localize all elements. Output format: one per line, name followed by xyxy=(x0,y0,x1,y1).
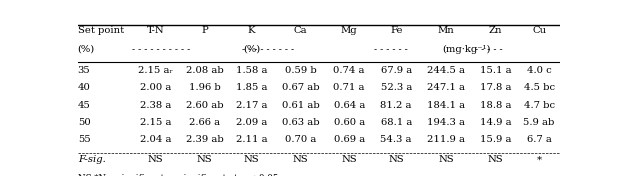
Text: 2.15 aᵣ: 2.15 aᵣ xyxy=(138,66,174,75)
Text: 0.71 a: 0.71 a xyxy=(333,83,365,92)
Text: 2.38 a: 2.38 a xyxy=(140,100,172,109)
Text: 2.08 ab: 2.08 ab xyxy=(186,66,223,75)
Text: 68.1 a: 68.1 a xyxy=(381,118,412,127)
Text: 35: 35 xyxy=(78,66,90,75)
Text: 0.74 a: 0.74 a xyxy=(333,66,365,75)
Text: 0.64 a: 0.64 a xyxy=(333,100,365,109)
Text: 0.67 ab: 0.67 ab xyxy=(282,83,319,92)
Text: 4.0 c: 4.0 c xyxy=(527,66,552,75)
Text: 67.9 a: 67.9 a xyxy=(381,66,412,75)
Text: 184.1 a: 184.1 a xyxy=(427,100,465,109)
Text: NS: NS xyxy=(439,155,454,164)
Text: 1.96 b: 1.96 b xyxy=(188,83,220,92)
Text: 1.58 a: 1.58 a xyxy=(236,66,267,75)
Text: 0.70 a: 0.70 a xyxy=(285,135,316,144)
Text: 2.17 a: 2.17 a xyxy=(236,100,267,109)
Text: K: K xyxy=(248,26,256,35)
Text: - - - - - - - - - -: - - - - - - - - - - xyxy=(131,45,190,54)
Text: 1.85 a: 1.85 a xyxy=(236,83,267,92)
Text: NS: NS xyxy=(197,155,212,164)
Text: 5.9 ab: 5.9 ab xyxy=(524,118,555,127)
Text: 0.59 b: 0.59 b xyxy=(284,66,316,75)
Text: 45: 45 xyxy=(78,100,91,109)
Text: 0.61 ab: 0.61 ab xyxy=(282,100,319,109)
Text: 14.9 a: 14.9 a xyxy=(480,118,511,127)
Text: P: P xyxy=(201,26,208,35)
Text: 2.04 a: 2.04 a xyxy=(140,135,172,144)
Text: 0.63 ab: 0.63 ab xyxy=(282,118,319,127)
Text: 2.39 ab: 2.39 ab xyxy=(186,135,223,144)
Text: 40: 40 xyxy=(78,83,91,92)
Text: NS: NS xyxy=(341,155,357,164)
Text: 15.1 a: 15.1 a xyxy=(480,66,511,75)
Text: NS: NS xyxy=(488,155,503,164)
Text: NS: NS xyxy=(244,155,259,164)
Text: 17.8 a: 17.8 a xyxy=(480,83,511,92)
Text: (%): (%) xyxy=(78,45,95,54)
Text: 2.66 a: 2.66 a xyxy=(189,118,220,127)
Text: *: * xyxy=(537,155,542,164)
Text: 18.8 a: 18.8 a xyxy=(480,100,511,109)
Text: 194.3 a: 194.3 a xyxy=(427,118,465,127)
Text: 55: 55 xyxy=(78,135,90,144)
Text: 54.3 a: 54.3 a xyxy=(381,135,412,144)
Text: Cu: Cu xyxy=(532,26,546,35)
Text: 211.9 a: 211.9 a xyxy=(427,135,465,144)
Text: 244.5 a: 244.5 a xyxy=(427,66,465,75)
Text: 2.15 a: 2.15 a xyxy=(140,118,172,127)
Text: NS: NS xyxy=(148,155,164,164)
Text: NS: NS xyxy=(388,155,404,164)
Text: Zn: Zn xyxy=(489,26,503,35)
Text: - - - - - - - - -: - - - - - - - - - xyxy=(242,45,294,54)
Text: Ca: Ca xyxy=(294,26,307,35)
Text: 0.69 a: 0.69 a xyxy=(333,135,365,144)
Text: 2.09 a: 2.09 a xyxy=(236,118,267,127)
Text: NS,*Nonsignificant or significant at p ≤ 0.05.: NS,*Nonsignificant or significant at p ≤… xyxy=(78,174,281,176)
Text: - - - - -: - - - - - xyxy=(475,45,503,54)
Text: - - - - - -: - - - - - - xyxy=(374,45,407,54)
Text: NS: NS xyxy=(292,155,309,164)
Text: 52.3 a: 52.3 a xyxy=(381,83,412,92)
Text: Mg: Mg xyxy=(341,26,358,35)
Text: 0.60 a: 0.60 a xyxy=(333,118,365,127)
Text: 81.2 a: 81.2 a xyxy=(381,100,412,109)
Text: 6.7 a: 6.7 a xyxy=(527,135,552,144)
Text: Set point: Set point xyxy=(78,26,124,35)
Text: Fe: Fe xyxy=(390,26,402,35)
Text: (%): (%) xyxy=(243,45,260,54)
Text: 4.7 bc: 4.7 bc xyxy=(524,100,555,109)
Text: Mn: Mn xyxy=(438,26,455,35)
Text: 2.60 ab: 2.60 ab xyxy=(186,100,223,109)
Text: (mg·kg⁻¹): (mg·kg⁻¹) xyxy=(442,45,491,54)
Text: 15.9 a: 15.9 a xyxy=(480,135,511,144)
Text: 2.00 a: 2.00 a xyxy=(140,83,172,92)
Text: 50: 50 xyxy=(78,118,90,127)
Text: 2.11 a: 2.11 a xyxy=(236,135,267,144)
Text: T-N: T-N xyxy=(147,26,165,35)
Text: 4.5 bc: 4.5 bc xyxy=(524,83,555,92)
Text: 247.1 a: 247.1 a xyxy=(427,83,465,92)
Text: F-sig.: F-sig. xyxy=(78,155,106,164)
